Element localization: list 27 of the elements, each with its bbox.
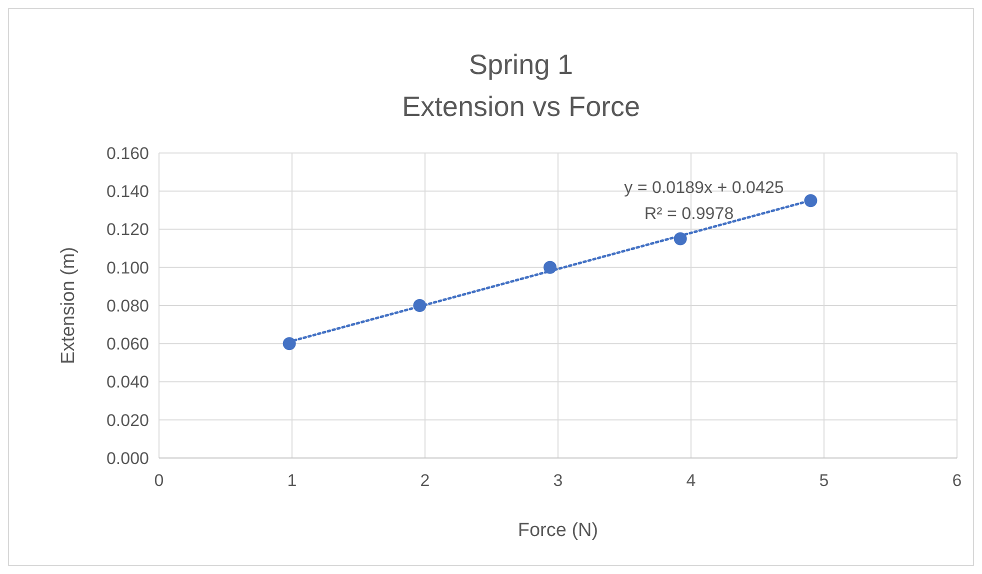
y-tick-label: 0.120 — [106, 220, 149, 240]
y-axis-title: Extension (m) — [58, 246, 79, 364]
annotation: R² = 0.9978 — [644, 204, 734, 223]
y-tick-label: 0.000 — [106, 448, 149, 468]
y-tick-label: 0.140 — [106, 182, 149, 202]
point — [544, 260, 557, 274]
point — [282, 337, 296, 350]
x-axis-title: Force (N) — [518, 520, 598, 541]
x-tick-label: 2 — [420, 471, 430, 490]
chart-subtitle: Extension vs Force — [402, 91, 640, 122]
y-tick-label: 0.080 — [106, 296, 149, 316]
x-tick-label: 4 — [686, 471, 696, 490]
y-tick-label: 0.100 — [106, 258, 149, 278]
y-tick-label: 0.060 — [106, 334, 149, 354]
y-tick-label: 0.160 — [106, 144, 149, 163]
point — [674, 232, 687, 246]
annotation: y = 0.0189x + 0.0425 — [624, 178, 784, 197]
x-tick-label: 6 — [952, 471, 962, 490]
chart-title: Spring 1 — [468, 49, 574, 80]
x-tick-label: 0 — [154, 471, 164, 490]
y-tick-label: 0.040 — [106, 372, 149, 392]
point — [413, 299, 426, 312]
x-tick-label: 1 — [287, 471, 297, 490]
x-tick-label: 5 — [819, 471, 829, 490]
y-tick-label: 0.020 — [106, 410, 149, 430]
x-tick-label: 3 — [553, 471, 563, 490]
point — [804, 194, 818, 208]
